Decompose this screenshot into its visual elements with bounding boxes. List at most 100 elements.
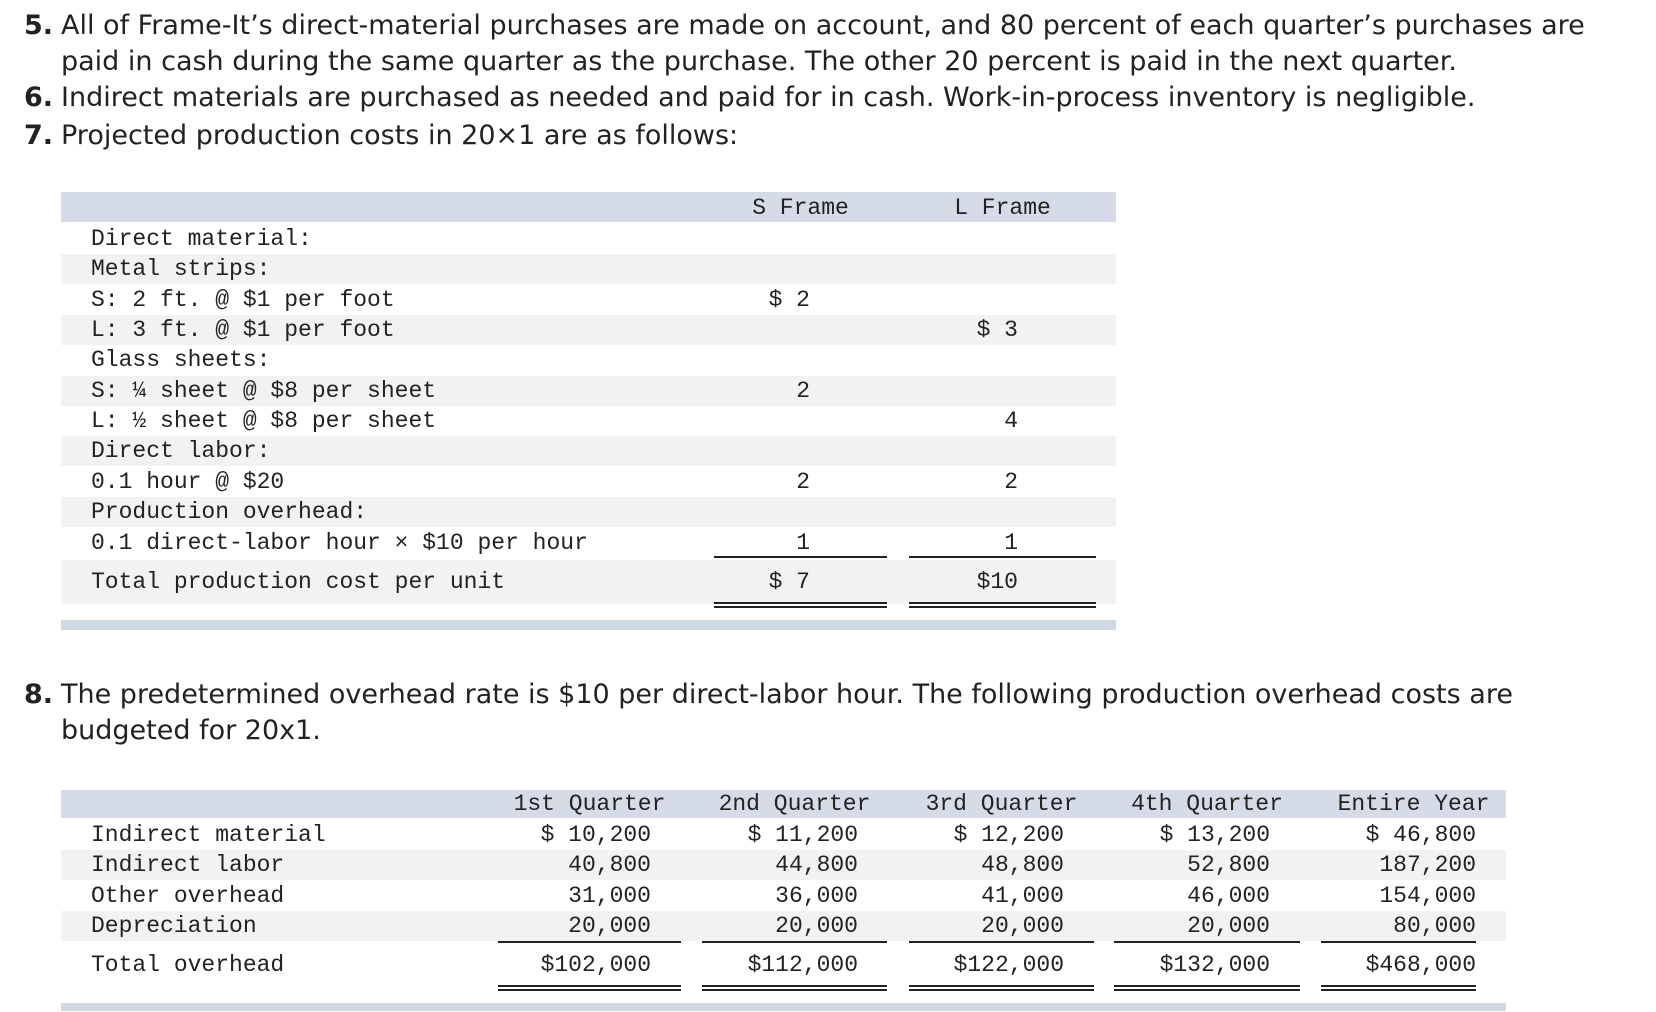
double-underline [909, 606, 1096, 608]
item-text: budgeted for 20x1. [61, 715, 321, 746]
row-label: Production overhead: [91, 499, 368, 525]
underline [909, 556, 1096, 558]
row-band [61, 528, 1116, 558]
double-underline [909, 602, 1096, 604]
double-underline [714, 602, 887, 604]
cell: $ 7 [768, 569, 810, 595]
row-label: S: 2 ft. @ $1 per foot [91, 287, 395, 313]
cell: 154,000 [1379, 883, 1476, 909]
double-underline [1321, 989, 1476, 991]
cell: 44,800 [775, 852, 858, 878]
column-header: S Frame [752, 195, 849, 221]
row-label: 0.1 direct-labor hour × $10 per hour [91, 530, 588, 556]
row-band [61, 881, 1506, 911]
item-number: 6. [24, 82, 54, 113]
double-underline [498, 989, 681, 991]
underline [1114, 941, 1300, 943]
cell: 20,000 [568, 913, 651, 939]
cell: 20,000 [775, 913, 858, 939]
cell: 52,800 [1187, 852, 1270, 878]
cell: $132,000 [1159, 952, 1270, 978]
double-underline [1321, 985, 1476, 987]
column-header: 3rd Quarter [925, 791, 1078, 817]
column-header: 4th Quarter [1131, 791, 1283, 817]
cell: $ 10,200 [540, 822, 651, 848]
item-number: 8. [24, 679, 54, 710]
cell: 36,000 [775, 883, 858, 909]
item-text: paid in cash during the same quarter as … [61, 46, 1457, 77]
underline [909, 941, 1094, 943]
cell: $ 13,200 [1159, 822, 1270, 848]
item-number: 7. [24, 120, 54, 151]
row-band [61, 345, 1116, 375]
row-label: S: ¼ sheet @ $8 per sheet [91, 378, 437, 404]
cell: 1 [796, 530, 810, 556]
item-text: The predetermined overhead rate is $10 p… [61, 679, 1513, 710]
row-band [61, 820, 1506, 850]
cell: 4 [1004, 408, 1018, 434]
footer-band [61, 1003, 1506, 1011]
cell: 41,000 [981, 883, 1064, 909]
row-band [61, 942, 1506, 988]
row-label: Direct labor: [91, 438, 271, 464]
row-label: Depreciation [91, 913, 257, 939]
underline [714, 556, 887, 558]
row-band [61, 376, 1116, 406]
row-band [61, 315, 1116, 345]
row-band [61, 911, 1506, 941]
double-underline [909, 985, 1094, 987]
cell: $ 3 [976, 317, 1018, 343]
cell: $ 2 [768, 287, 810, 313]
column-header: Entire Year [1337, 791, 1490, 817]
item-text: Indirect materials are purchased as need… [61, 82, 1476, 113]
double-underline [1114, 989, 1300, 991]
cell: $10 [976, 569, 1018, 595]
cell: 2 [796, 378, 810, 404]
cell: 187,200 [1379, 852, 1476, 878]
cell: $112,000 [747, 952, 858, 978]
row-label: 0.1 hour @ $20 [91, 469, 285, 495]
row-label: L: 3 ft. @ $1 per foot [91, 317, 395, 343]
row-label: Glass sheets: [91, 347, 271, 373]
row-band [61, 560, 1116, 604]
underline [498, 941, 681, 943]
row-band [61, 436, 1116, 466]
row-band [61, 406, 1116, 436]
item-number: 5. [24, 10, 54, 41]
cell: 1 [1004, 530, 1018, 556]
item-text: Projected production costs in 20×1 are a… [61, 120, 739, 151]
row-band [61, 254, 1116, 284]
header-band [61, 790, 1506, 818]
double-underline [909, 989, 1094, 991]
cell: $122,000 [953, 952, 1064, 978]
row-band [61, 467, 1116, 497]
row-band [61, 497, 1116, 527]
cell: 40,800 [568, 852, 651, 878]
row-label: Other overhead [91, 883, 285, 909]
row-label: Direct material: [91, 226, 312, 252]
cell: $468,000 [1365, 952, 1476, 978]
underline [1321, 941, 1476, 943]
cell: 2 [1004, 469, 1018, 495]
column-header: 2nd Quarter [718, 791, 871, 817]
double-underline [702, 989, 887, 991]
cell: $ 11,200 [747, 822, 858, 848]
row-band [61, 285, 1116, 315]
double-underline [702, 985, 887, 987]
cell: 46,000 [1187, 883, 1270, 909]
row-band [61, 224, 1116, 254]
row-label: Indirect material [91, 822, 326, 848]
row-label: Total production cost per unit [91, 569, 506, 595]
cell: 80,000 [1393, 913, 1476, 939]
column-header: 1st Quarter [513, 791, 666, 817]
double-underline [1114, 985, 1300, 987]
row-label: Total overhead [91, 952, 285, 978]
cell: $ 12,200 [953, 822, 1064, 848]
item-text: All of Frame-It’s direct-material purcha… [61, 10, 1585, 41]
row-label: L: ½ sheet @ $8 per sheet [91, 408, 437, 434]
header-band [61, 192, 1116, 222]
row-label: Metal strips: [91, 256, 271, 282]
underline [702, 941, 887, 943]
column-header: L Frame [954, 195, 1051, 221]
